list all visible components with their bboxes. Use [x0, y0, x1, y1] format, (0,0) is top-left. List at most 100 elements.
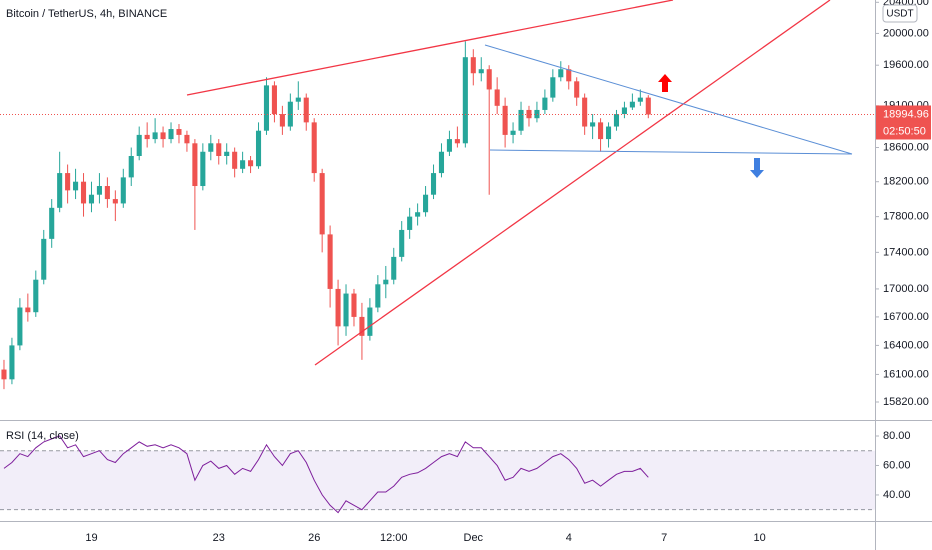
y-tick-label: 18200.00 [883, 176, 929, 188]
y-tick-label: 16700.00 [883, 311, 929, 323]
candle-body [423, 194, 429, 213]
y-tick-label: 20000.00 [883, 27, 929, 39]
candle-body [303, 97, 309, 123]
x-tick-label: 4 [566, 532, 572, 544]
candle-body [41, 238, 47, 280]
candle-body [144, 134, 150, 140]
timer-box [876, 123, 931, 140]
candle-body [96, 186, 102, 195]
y-tick-label: 16100.00 [883, 368, 929, 380]
x-tick-label: 7 [661, 532, 667, 544]
candle-body [637, 97, 643, 102]
x-tick-label: 23 [213, 532, 225, 544]
candle-body [550, 77, 556, 98]
candle-body [271, 85, 277, 115]
candle-body [216, 143, 222, 156]
candle-body [399, 229, 405, 257]
candle-body [438, 151, 445, 174]
candle-body [613, 114, 620, 127]
last-price-label: 18994.96 [883, 108, 929, 120]
candle-body [255, 130, 262, 167]
candle-body [383, 279, 389, 285]
candle-body [470, 57, 476, 74]
candle-body [200, 151, 206, 187]
candle-body [73, 181, 79, 191]
candle-body [128, 155, 134, 178]
candle-body [112, 199, 118, 204]
candle-body [152, 132, 158, 140]
candle-body [454, 139, 460, 144]
candle-body [621, 107, 627, 115]
candle-body [224, 151, 230, 156]
candle-body [582, 97, 588, 127]
candle-body [184, 134, 190, 144]
arrow-up [658, 74, 672, 92]
y-tick-label: 19600.00 [883, 59, 929, 71]
plot [0, 41, 875, 514]
candle-body [104, 186, 110, 200]
candle-body [494, 89, 500, 106]
x-tick-label: Dec [464, 532, 484, 544]
candle-body [279, 114, 285, 127]
candle-body [518, 109, 524, 131]
candle-body [136, 134, 142, 156]
candle-body [605, 126, 612, 140]
candle-body [478, 69, 484, 74]
last-price-box [876, 105, 931, 124]
x-tick-label: 19 [85, 532, 97, 544]
rsi-band [0, 450, 875, 510]
y-tick-label: 40.00 [883, 489, 911, 501]
candle-body [263, 85, 270, 131]
candle-body [598, 122, 604, 140]
candle-body [9, 345, 15, 380]
candle-body [17, 307, 23, 346]
y-tick-label: 17400.00 [883, 246, 929, 258]
candle-body [391, 256, 397, 280]
candle-body [446, 139, 452, 152]
candle-body [176, 129, 182, 135]
candle-body [510, 130, 516, 135]
candle-body [407, 216, 413, 230]
candle-body [49, 207, 55, 239]
candle-body [343, 293, 349, 327]
x-tick-label: 12:00 [380, 532, 408, 544]
candle-body [295, 97, 301, 102]
currency-label: USDT [886, 9, 913, 20]
candle-body [160, 132, 166, 140]
candle-body [287, 101, 293, 127]
y-tick-label: 20400.00 [883, 0, 929, 8]
candle-body [645, 97, 651, 115]
candle-body [88, 194, 95, 204]
candle-body [486, 69, 492, 90]
candle-body [232, 151, 238, 169]
candle-body [574, 81, 580, 98]
candle-body [208, 143, 214, 152]
candle-body [542, 97, 548, 110]
candle-body [359, 316, 365, 336]
trend-line [484, 44, 853, 155]
candle-body [319, 173, 325, 235]
candle-body [25, 307, 31, 313]
y-tick-label: 17800.00 [883, 211, 929, 223]
candle-body [1, 369, 7, 380]
candle-body [367, 307, 373, 336]
y-tick-label: 60.00 [883, 459, 911, 471]
candle-body [33, 279, 39, 313]
candle-body [335, 288, 341, 327]
candle-body [120, 177, 126, 204]
y-tick-label: 18600.00 [883, 141, 929, 153]
x-tick-label: 26 [308, 532, 320, 544]
candle-body [430, 173, 437, 195]
indicator-label: RSI (14, close) [6, 430, 79, 442]
x-tick-label: 10 [754, 532, 766, 544]
candle-body [375, 284, 381, 308]
arrow-down [750, 158, 764, 178]
candle-body [248, 160, 254, 167]
candle-body [415, 212, 421, 217]
candle-body [558, 69, 564, 78]
candle-body [80, 181, 87, 204]
chart-title: Bitcoin / TetherUS, 4h, BINANCE [6, 8, 167, 20]
candle-body [534, 109, 540, 119]
candle-body [351, 293, 357, 317]
